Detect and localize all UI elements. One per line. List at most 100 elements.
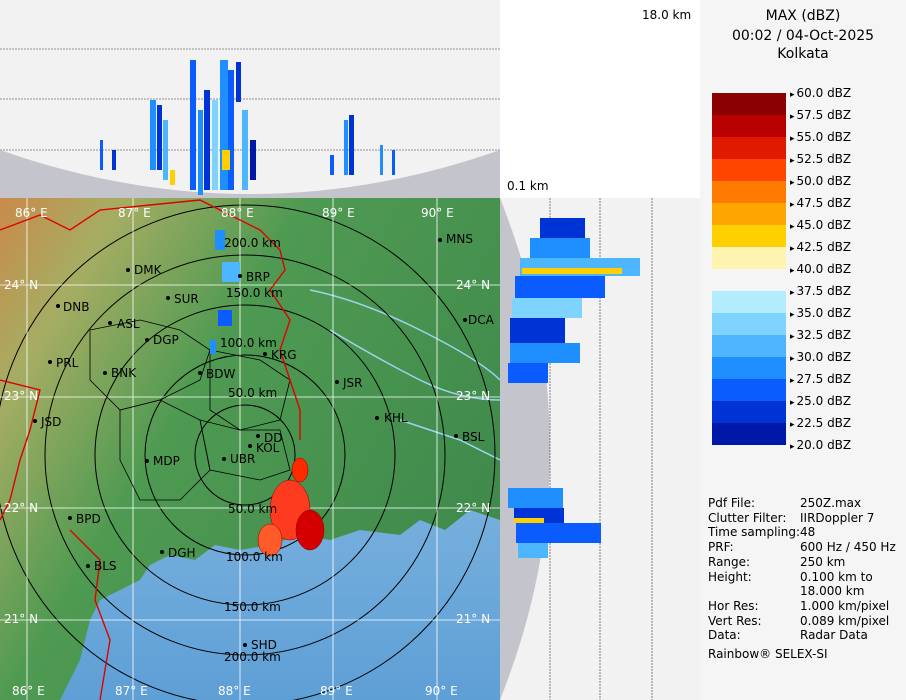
- city-label: KHL: [384, 411, 408, 425]
- legend-swatch: [712, 247, 786, 269]
- legend-level-label: 30.0 dBZ: [790, 350, 852, 364]
- city-label: BSL: [462, 430, 485, 444]
- range-label: 100.0 km: [220, 336, 277, 350]
- info-value: 250Z.max: [800, 496, 862, 510]
- lon-label: 88° E: [218, 684, 251, 698]
- legend-swatch: [712, 357, 786, 379]
- height-min-label: 0.1 km: [507, 179, 549, 193]
- vendor-footer: Rainbow® SELEX-SI: [708, 647, 828, 661]
- top-cross-section-panel: [0, 0, 500, 198]
- top-cross-section-plot: [0, 48, 500, 198]
- info-value: IIRDoppler 7: [800, 510, 875, 525]
- legend-level-label: 20.0 dBZ: [790, 438, 852, 452]
- legend-swatch: [712, 269, 786, 291]
- city-label: ASL: [117, 317, 140, 331]
- info-key: Height:: [708, 569, 752, 584]
- legend-swatch: [712, 203, 786, 225]
- city-label: PRL: [56, 356, 79, 370]
- lat-lon-grid: [0, 198, 500, 700]
- lon-label: 88° E: [221, 206, 254, 220]
- legend-level-label: 55.0 dBZ: [790, 130, 852, 144]
- info-value: 18.000 km: [800, 584, 865, 599]
- side-echo-rows: [508, 218, 640, 558]
- lon-label: 87° E: [118, 206, 151, 220]
- city-label: DGP: [153, 333, 179, 347]
- rivers: [309, 289, 500, 461]
- legend-level-label: 25.0 dBZ: [790, 394, 852, 408]
- station-name: Kolkata: [777, 46, 829, 62]
- side-cross-section-plot: [500, 198, 653, 700]
- lat-label: 23° N: [4, 389, 39, 403]
- city-label: BRP: [246, 270, 270, 284]
- info-key: Time sampling:: [708, 525, 801, 540]
- city-label: KOL: [256, 441, 280, 455]
- info-value: 0.100 km to: [800, 569, 873, 584]
- info-value: 48: [800, 525, 816, 540]
- legend-swatch: [712, 181, 786, 203]
- info-key: Data:: [708, 628, 741, 643]
- range-label: 200.0 km: [224, 236, 281, 250]
- info-key: Clutter Filter:: [708, 510, 787, 525]
- radar-map-svg: [0, 198, 500, 700]
- land-area: [0, 198, 500, 700]
- legend-swatch: [712, 401, 786, 423]
- legend-swatch: [712, 379, 786, 401]
- legend-swatch: [712, 159, 786, 181]
- lon-label: 86° E: [12, 684, 45, 698]
- lat-label: 24° N: [456, 278, 491, 292]
- lon-label: 86° E: [15, 206, 48, 220]
- range-rings: [0, 204, 496, 700]
- range-label: 150.0 km: [226, 286, 283, 300]
- legend-swatch: [712, 291, 786, 313]
- echo-cluster-sundarbans: [257, 457, 325, 557]
- lon-label: 89° E: [322, 206, 355, 220]
- legend-level-label: 47.5 dBZ: [790, 196, 852, 210]
- radar-map: 86° E 87° E 88° E 89° E 90° E 86° E 87° …: [0, 198, 500, 700]
- legend-level-label: 42.5 dBZ: [790, 240, 852, 254]
- range-label: 150.0 km: [224, 600, 281, 614]
- info-key: Pdf File:: [708, 496, 756, 510]
- legend-panel: MAX (dBZ) 00:02 / 04-Oct-2025 Kolkata 60…: [700, 0, 906, 700]
- ground-curvature-shade: [0, 150, 500, 198]
- lat-label: 24° N: [4, 278, 39, 292]
- city-label: JSR: [343, 376, 363, 390]
- info-value: 250 km: [800, 554, 846, 569]
- legend-level-label: 45.0 dBZ: [790, 218, 852, 232]
- legend-level-label: 35.0 dBZ: [790, 306, 852, 320]
- legend-level-label: 40.0 dBZ: [790, 262, 852, 276]
- lat-label: 22° N: [4, 501, 39, 515]
- city-label: DMK: [134, 263, 162, 277]
- legend-level-label: 27.5 dBZ: [790, 372, 852, 386]
- legend-swatch: [712, 225, 786, 247]
- range-label: 200.0 km: [224, 650, 281, 664]
- city-label: SHD: [251, 638, 277, 652]
- district-boundaries: [89, 319, 291, 501]
- legend-level-label: 22.5 dBZ: [790, 416, 852, 430]
- legend-swatch: [712, 93, 786, 115]
- state-boundaries: [0, 199, 301, 700]
- lon-label: 90° E: [425, 684, 458, 698]
- info-key: PRF:: [708, 540, 734, 555]
- range-label: 50.0 km: [228, 386, 278, 400]
- legend-swatch: [712, 313, 786, 335]
- lat-label: 21° N: [4, 612, 39, 626]
- legend-level-label: 32.5 dBZ: [790, 328, 852, 342]
- legend-swatch: [712, 137, 786, 159]
- lon-label: 90° E: [421, 206, 454, 220]
- product-title: MAX (dBZ): [765, 8, 841, 24]
- range-label: 50.0 km: [228, 502, 278, 516]
- city-label: UBR: [230, 452, 256, 466]
- info-value: 600 Hz / 450 Hz: [800, 540, 896, 555]
- city-label: BLS: [94, 559, 117, 573]
- info-key: Hor Res:: [708, 598, 759, 613]
- info-key: Range:: [708, 554, 751, 569]
- city-label: DCA: [468, 313, 494, 327]
- city-label: JSD: [41, 415, 62, 429]
- range-label: 100.0 km: [226, 550, 283, 564]
- legend-level-label: 37.5 dBZ: [790, 284, 852, 298]
- legend-swatch: [712, 115, 786, 137]
- legend-swatch: [712, 423, 786, 445]
- lat-label: 23° N: [456, 389, 491, 403]
- city-label: MDP: [153, 454, 180, 468]
- top-echo-columns: [100, 60, 395, 195]
